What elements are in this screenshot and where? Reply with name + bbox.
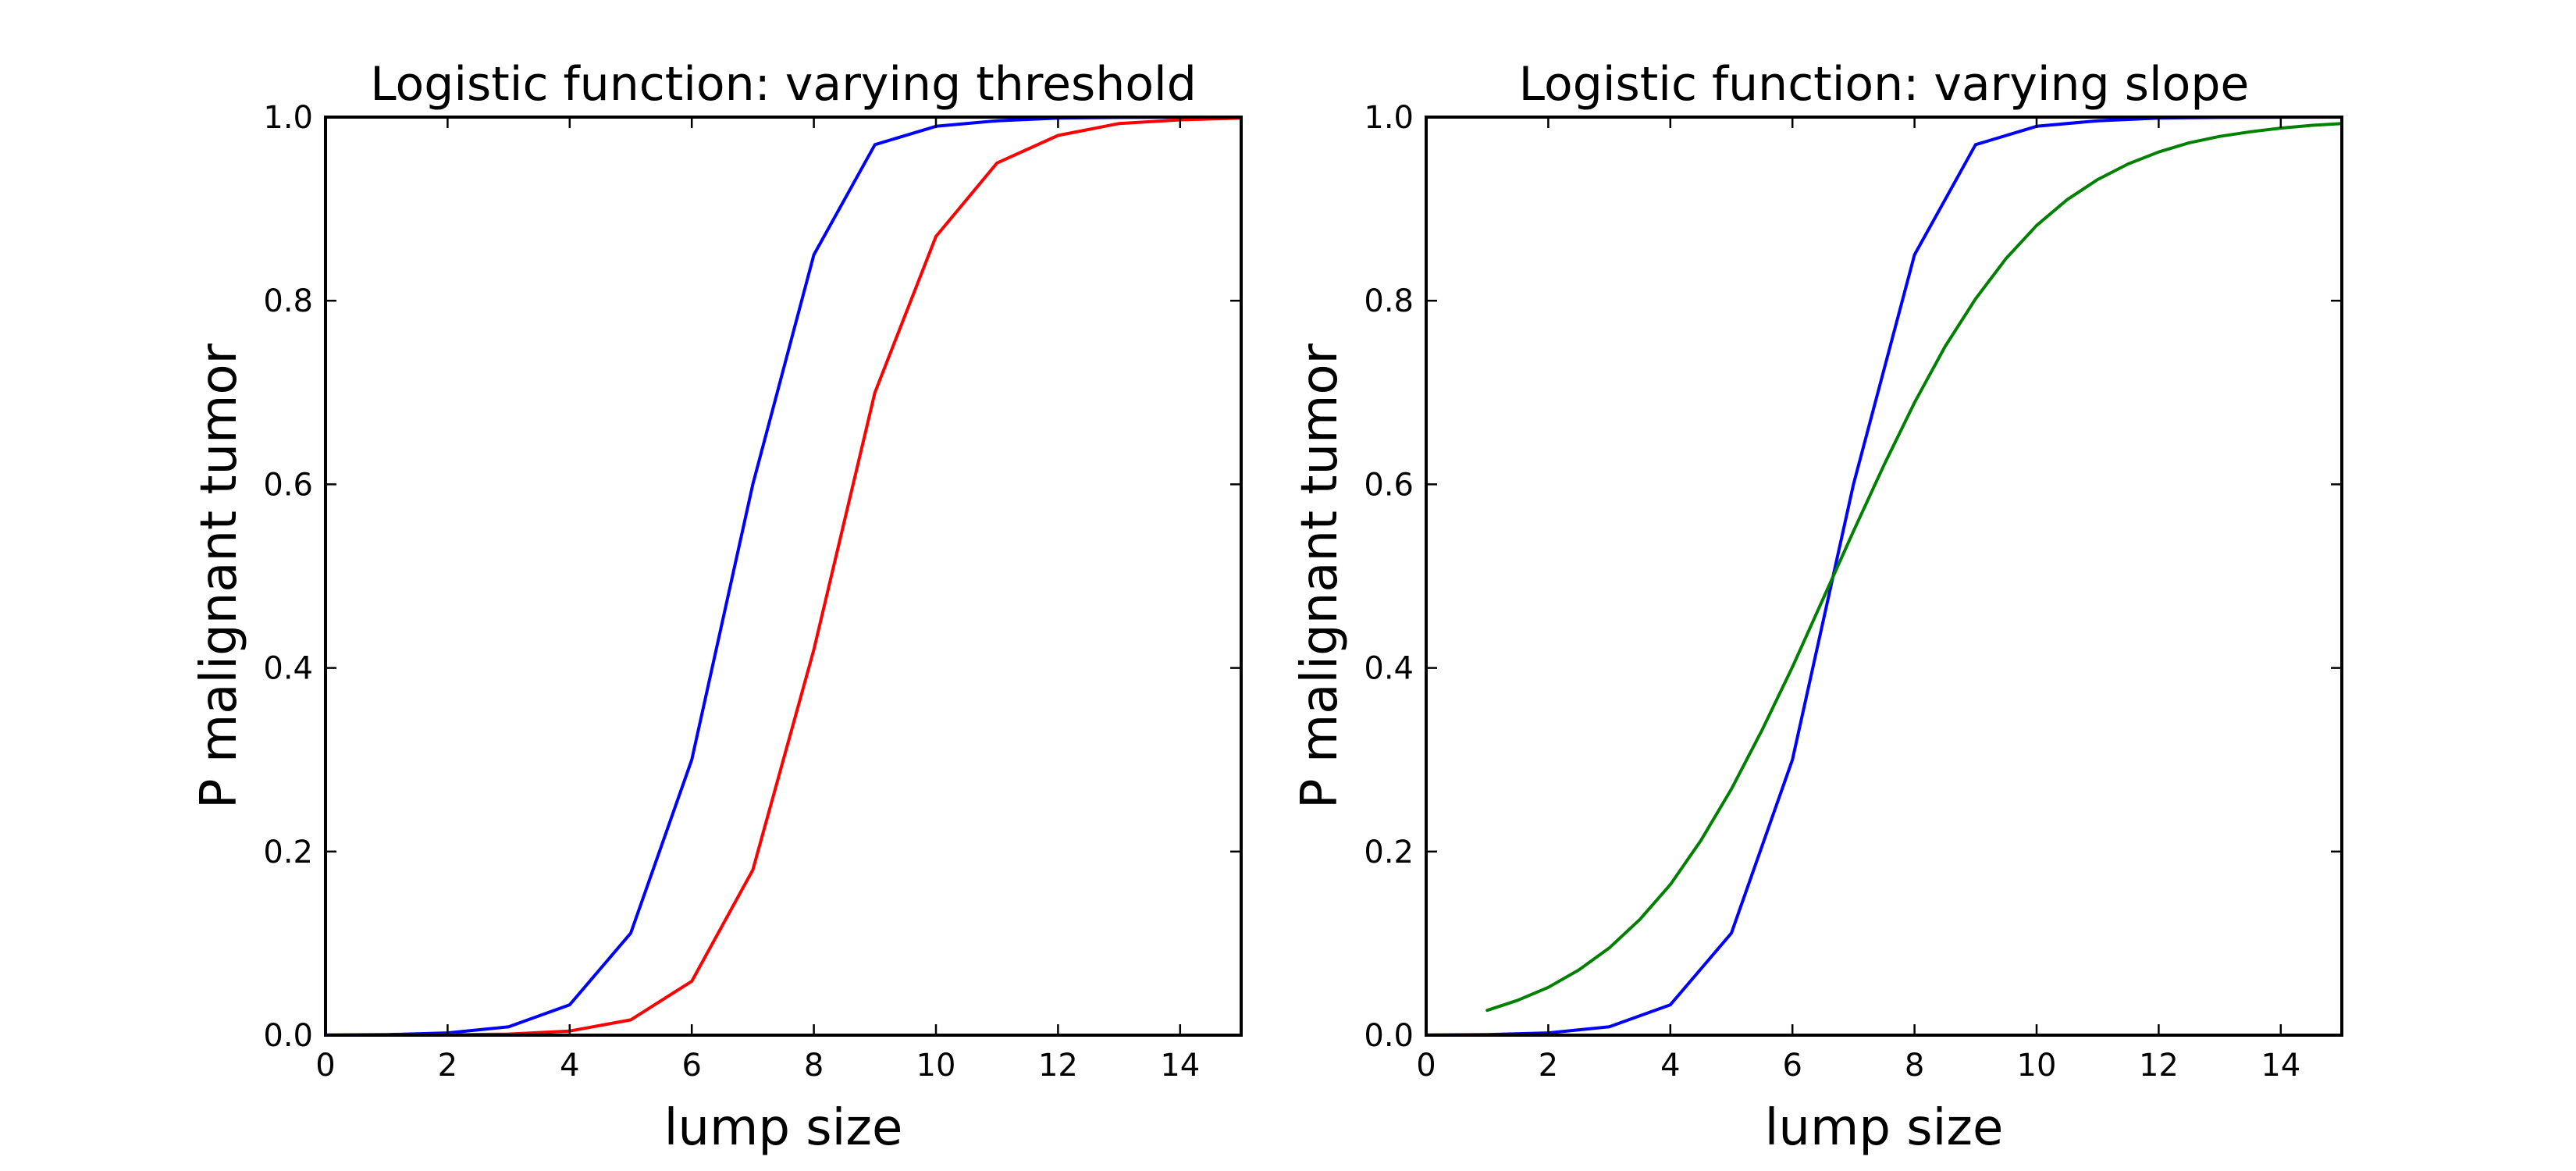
- x-tick-label: 10: [916, 1048, 956, 1084]
- y-tick-label: 0.2: [1364, 835, 1414, 870]
- y-tick-label: 0.8: [263, 283, 313, 319]
- y-tick-label: 0.8: [1364, 283, 1414, 319]
- x-tick-label: 14: [1160, 1048, 1200, 1084]
- x-axis-label: lump size: [1765, 1099, 2004, 1157]
- x-axis-label: lump size: [664, 1099, 903, 1157]
- chart-title-threshold: Logistic function: varying threshold: [370, 57, 1197, 112]
- x-tick-label: 4: [1660, 1048, 1680, 1084]
- y-tick-label: 0.6: [1364, 467, 1414, 503]
- x-tick-label: 10: [2017, 1048, 2057, 1084]
- y-tick-label: 1.0: [1364, 100, 1414, 136]
- x-tick-label: 2: [438, 1048, 457, 1084]
- series-line-2: [1485, 122, 2342, 1013]
- y-tick-label: 0.2: [263, 835, 313, 870]
- series-line-1: [1426, 117, 2342, 1035]
- y-axis-label: P malignant tumor: [190, 343, 248, 809]
- plot-frame: [324, 116, 1243, 1037]
- x-tick-label: 12: [1038, 1048, 1078, 1084]
- y-tick-label: 0.4: [1364, 651, 1414, 687]
- x-tick-label: 8: [1905, 1048, 1924, 1084]
- series-line-2: [326, 117, 1241, 1035]
- y-tick-label: 0.6: [263, 467, 313, 503]
- x-tick-label: 0: [315, 1048, 335, 1084]
- x-tick-label: 6: [681, 1048, 701, 1084]
- x-tick-label: 4: [560, 1048, 579, 1084]
- chart-varying-threshold: 0 2 4 6 8 10 12 14 0.0 0.2 0.4 0.6 0.8 1.0 Logistic fu…: [190, 57, 1243, 1157]
- series-line-1: [326, 117, 1241, 1035]
- x-tick-label: 2: [1539, 1048, 1558, 1084]
- y-tick-label: 0.0: [263, 1018, 313, 1054]
- x-tick-label: 8: [804, 1048, 824, 1084]
- chart-title-slope: Logistic function: varying slope: [1519, 57, 2250, 112]
- y-axis-label: P malignant tumor: [1291, 343, 1349, 809]
- y-tick-label: 1.0: [263, 100, 313, 136]
- x-tick-label: 12: [2139, 1048, 2179, 1084]
- y-tick-label: 0.0: [1364, 1018, 1414, 1054]
- x-tick-label: 6: [1782, 1048, 1802, 1084]
- x-tick-label: 0: [1416, 1048, 1436, 1084]
- plot-frame: [1425, 116, 2343, 1037]
- x-tick-label: 14: [2261, 1048, 2300, 1084]
- chart-varying-slope: 0 2 4 6 8 10 12 14 0.0 0.2 0.4 0.6 0.8 1.0 Logistic fu…: [1291, 57, 2343, 1157]
- y-tick-label: 0.4: [263, 651, 313, 687]
